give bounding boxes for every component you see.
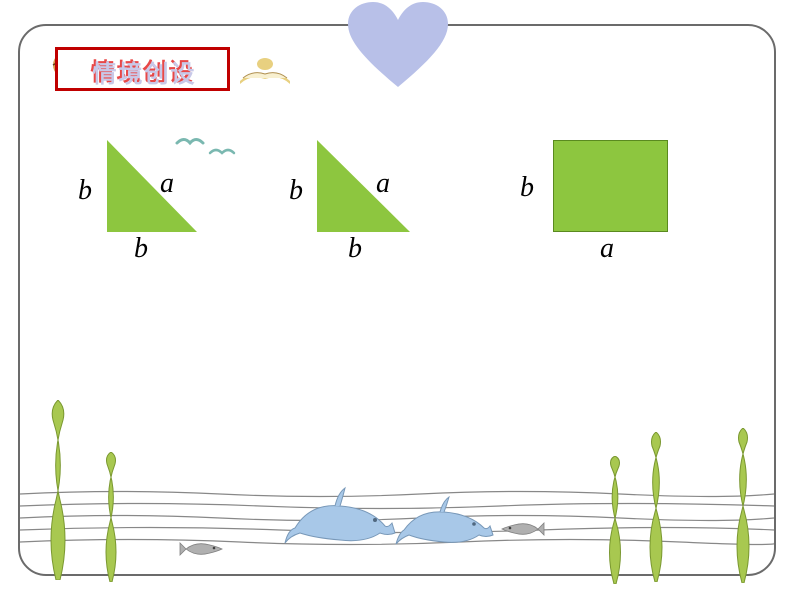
rectangle-shape	[553, 140, 668, 232]
title-box: 情境创设 情境创设	[55, 47, 230, 91]
triangle-2	[317, 140, 410, 232]
seaweed-1	[38, 400, 78, 585]
rect-label-left: b	[520, 172, 534, 204]
dolphin-2	[392, 488, 497, 563]
t1-label-left: b	[78, 175, 92, 207]
t2-label-hyp: a	[376, 168, 390, 200]
title-shadow: 情境创设	[93, 54, 197, 89]
t2-label-left: b	[289, 175, 303, 207]
seaweed-4	[638, 432, 674, 587]
triangle-1	[107, 140, 197, 232]
t1-label-hyp: a	[160, 168, 174, 200]
t1-label-bottom: b	[134, 233, 148, 265]
dolphin-1	[280, 478, 400, 563]
book-icon	[235, 46, 295, 88]
seaweed-3	[598, 456, 632, 589]
t2-label-bottom: b	[348, 233, 362, 265]
heart-decoration	[348, 2, 448, 92]
fish-1	[178, 538, 226, 565]
seaweed-5	[724, 428, 762, 588]
seaweed-2	[96, 452, 126, 587]
fish-2	[498, 518, 546, 545]
rect-label-bottom: a	[600, 233, 614, 265]
